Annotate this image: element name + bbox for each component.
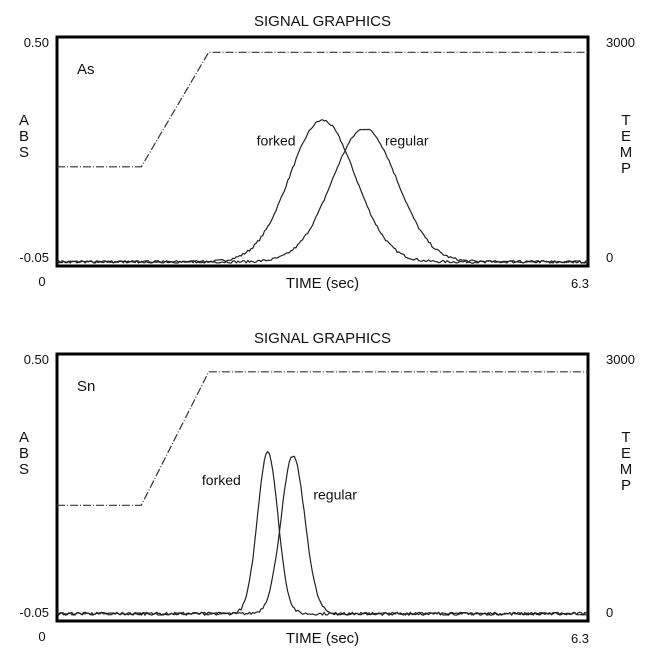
element-label: As (77, 61, 95, 78)
plot-frame (55, 352, 590, 623)
chart-title: SIGNAL GRAPHICS (254, 13, 391, 30)
temperature-line (57, 51, 588, 168)
series-line-regular (56, 128, 589, 264)
series-label-forked: forked (202, 472, 241, 488)
series-line-regular (56, 455, 589, 616)
element-label: Sn (77, 378, 95, 395)
plot-frame (55, 35, 590, 268)
series-line-forked (56, 119, 589, 264)
x-tick-label-start: 0 (38, 629, 45, 644)
x-axis-label: TIME (sec) (286, 630, 359, 647)
y-tick-label-top: 0.50 (24, 352, 49, 367)
y-tick-label-bottom: -0.05 (19, 250, 49, 265)
y2-tick-label-bottom: 0 (606, 605, 613, 620)
y-tick-label-bottom: -0.05 (19, 605, 49, 620)
temperature-line (57, 371, 588, 506)
y2-tick-label-top: 3000 (606, 35, 635, 50)
series-label-regular: regular (385, 132, 429, 148)
y2-tick-label-bottom: 0 (606, 250, 613, 265)
series-label-regular: regular (313, 487, 357, 503)
x-tick-label-end: 6.3 (571, 631, 589, 646)
series-label-forked: forked (257, 132, 296, 148)
x-tick-label-end: 6.3 (571, 276, 589, 291)
chart-title: SIGNAL GRAPHICS (254, 330, 391, 347)
x-axis-label: TIME (sec) (286, 275, 359, 292)
y-tick-label-top: 0.50 (24, 35, 49, 50)
x-tick-label-start: 0 (38, 274, 45, 289)
series-line-forked (56, 451, 589, 616)
y2-tick-label-top: 3000 (606, 352, 635, 367)
